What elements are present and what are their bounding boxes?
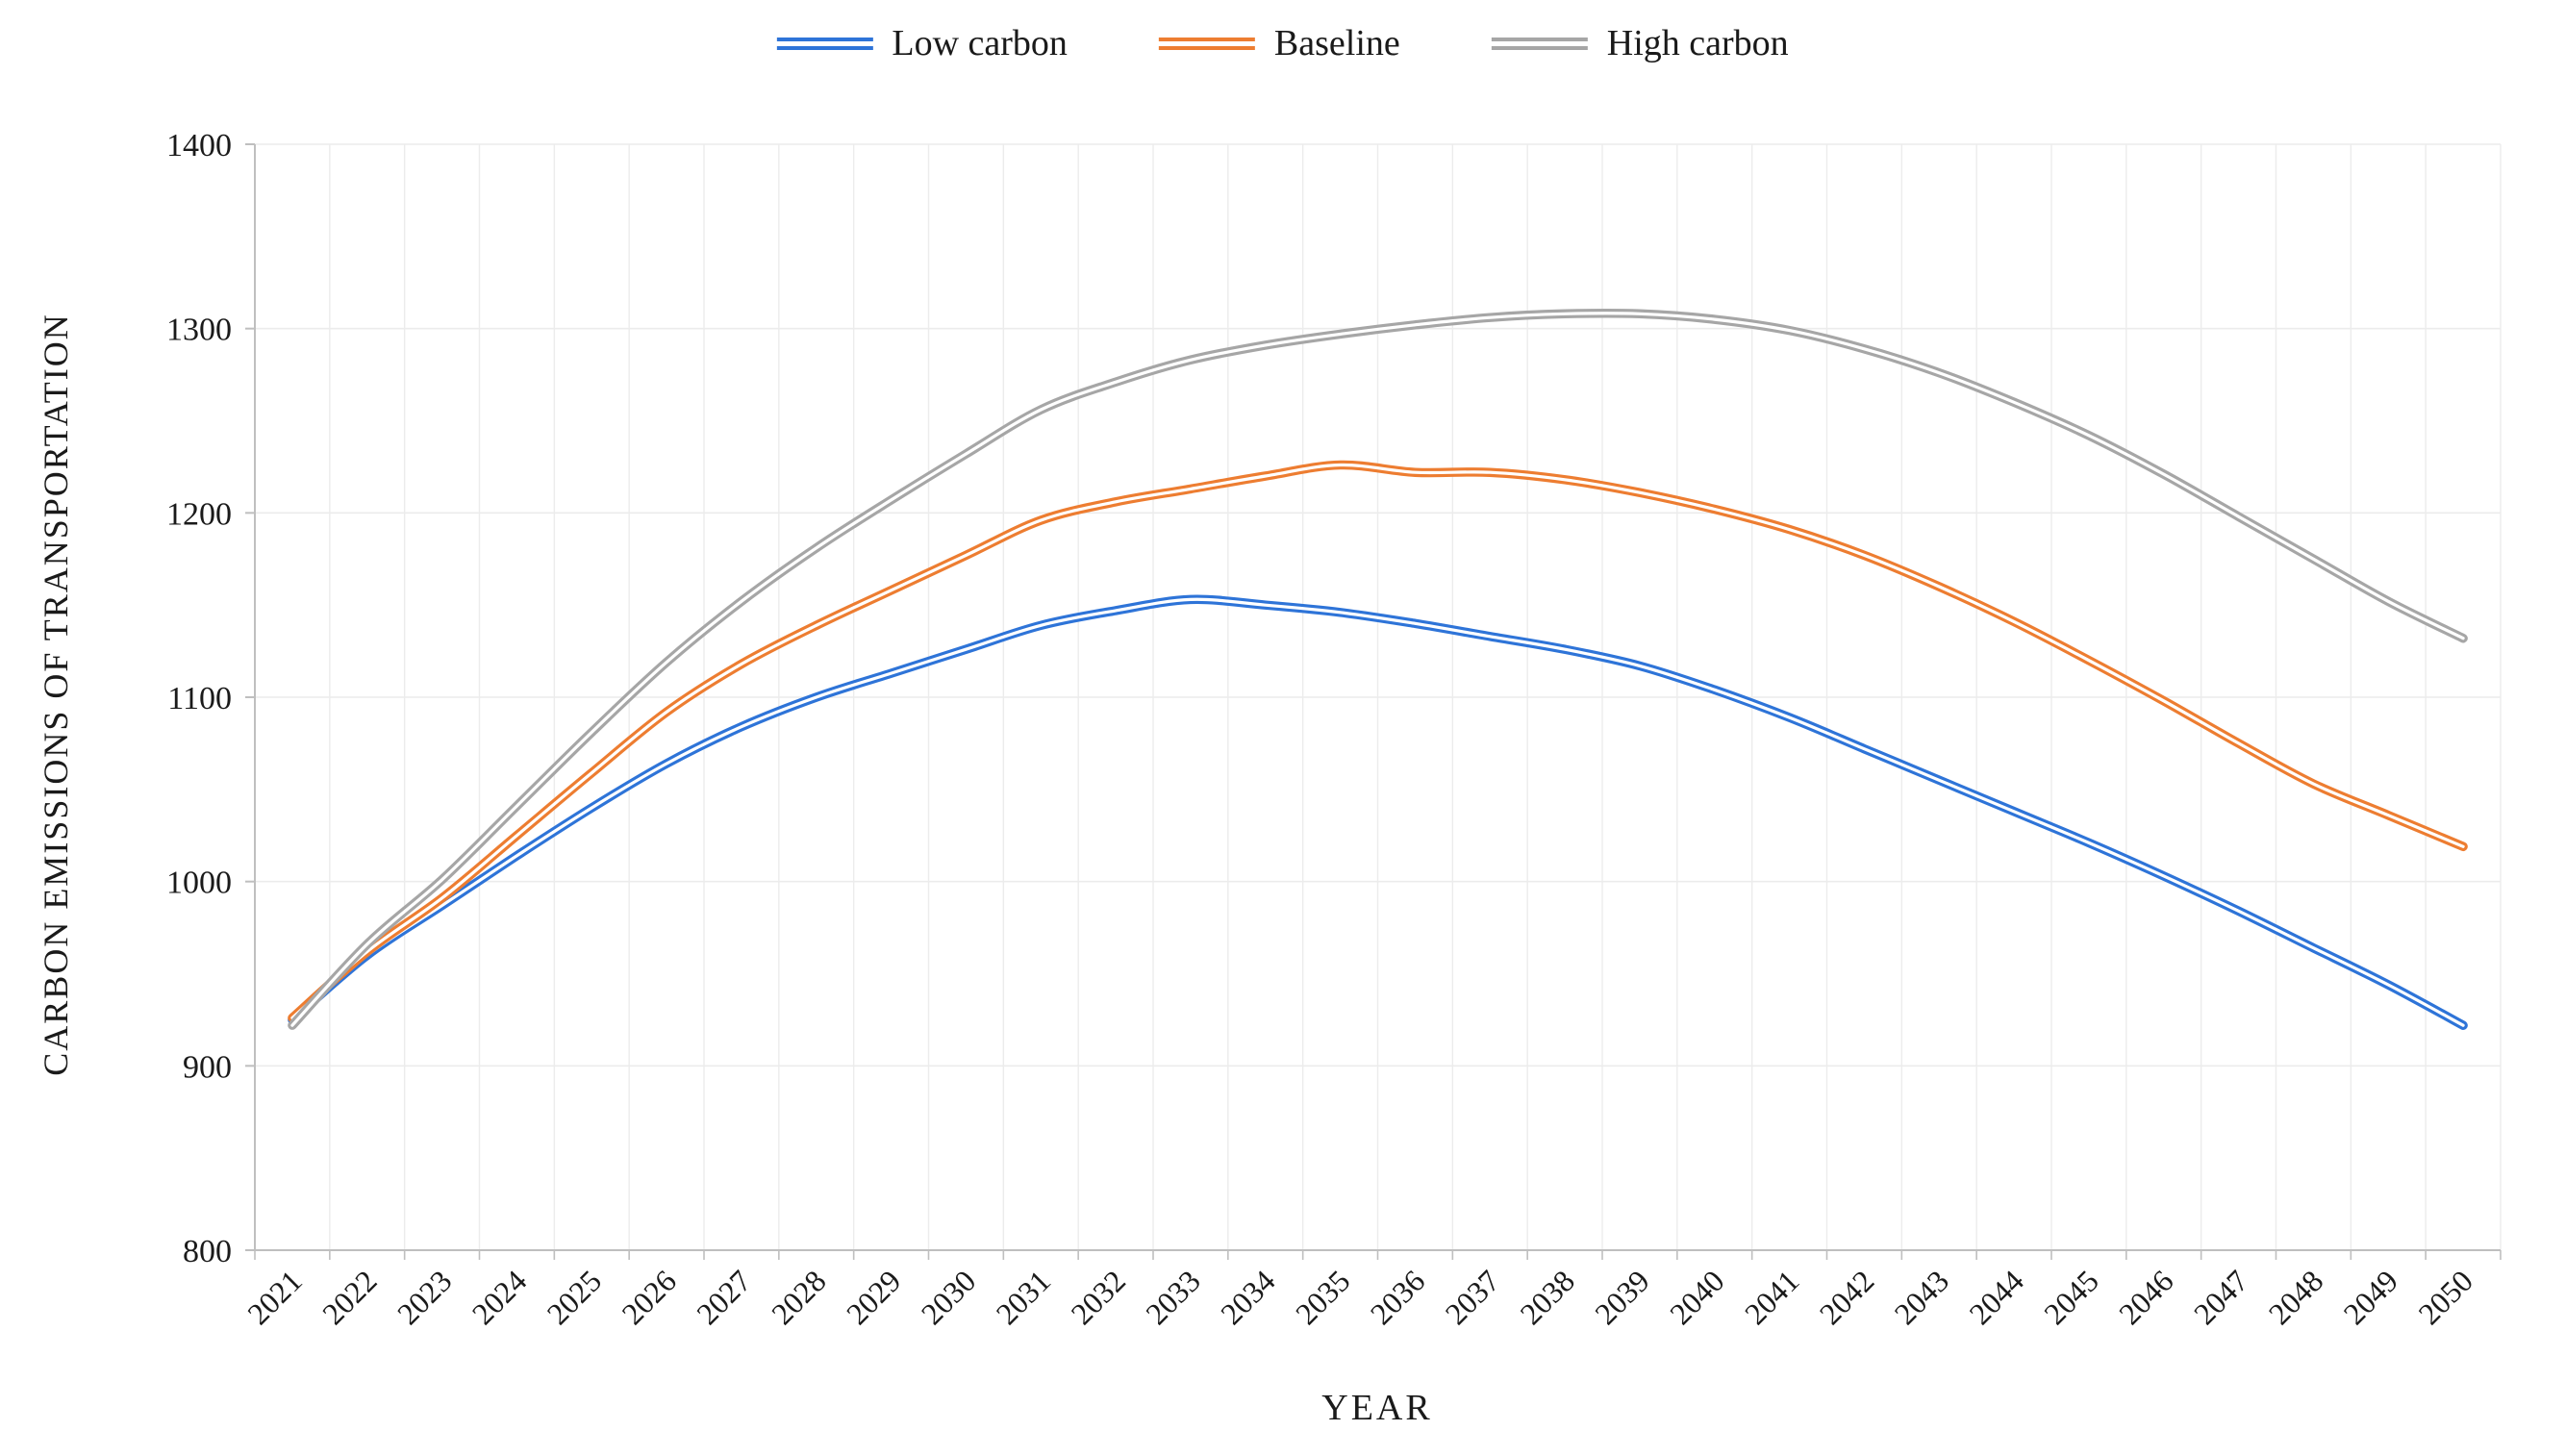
x-tick-label: 2045: [2037, 1263, 2105, 1331]
series-line-core-low-carbon: [290, 597, 2465, 1027]
x-tick-label: 2025: [540, 1263, 608, 1331]
x-tick-label: 2021: [240, 1263, 309, 1331]
x-tick-label: 2048: [2262, 1263, 2330, 1331]
x-tick-label: 2043: [1887, 1263, 1955, 1331]
x-tick-label: 2031: [989, 1263, 1057, 1331]
x-tick-label: 2029: [840, 1263, 908, 1331]
x-tick-label: 2022: [315, 1263, 384, 1331]
legend-item-baseline: Baseline: [1158, 23, 1400, 63]
x-tick-label: 2046: [2112, 1263, 2180, 1331]
legend-label-baseline: Baseline: [1273, 23, 1400, 63]
x-tick-label: 2047: [2187, 1263, 2255, 1331]
y-tick-label: 1400: [166, 128, 232, 163]
y-tick-label: 800: [183, 1234, 232, 1269]
x-tick-label: 2035: [1289, 1263, 1357, 1331]
x-tick-label: 2042: [1813, 1263, 1881, 1331]
x-tick-label: 2050: [2411, 1263, 2479, 1331]
series-line-core-baseline: [290, 463, 2465, 1020]
y-tick-label: 1000: [166, 866, 232, 901]
x-tick-label: 2023: [390, 1263, 459, 1331]
x-tick-label: 2037: [1438, 1263, 1506, 1331]
x-tick-label: 2024: [465, 1263, 534, 1331]
legend-item-high-carbon: High carbon: [1491, 23, 1789, 63]
legend-label-low-carbon: Low carbon: [892, 23, 1068, 63]
x-tick-label: 2038: [1513, 1263, 1581, 1331]
legend-label-high-carbon: High carbon: [1606, 23, 1789, 63]
x-tick-label: 2034: [1214, 1263, 1282, 1331]
x-tick-label: 2027: [690, 1263, 758, 1331]
y-tick-label: 1200: [166, 496, 232, 532]
x-tick-label: 2039: [1588, 1263, 1656, 1331]
legend-swatch-high-carbon: [1491, 37, 1588, 50]
series-line-core-high-carbon: [290, 312, 2465, 1027]
x-tick-label: 2030: [915, 1263, 983, 1331]
y-tick-label: 900: [183, 1049, 232, 1085]
x-tick-label: 2036: [1364, 1263, 1432, 1331]
x-tick-label: 2026: [615, 1263, 683, 1331]
chart-legend: Low carbon Baseline High carbon: [776, 23, 1789, 63]
x-tick-label: 2049: [2336, 1263, 2404, 1331]
x-tick-label: 2032: [1064, 1263, 1132, 1331]
legend-swatch-baseline: [1158, 37, 1255, 50]
x-tick-label: 2040: [1663, 1263, 1731, 1331]
x-axis-title: YEAR: [1321, 1388, 1433, 1428]
x-tick-label: 2033: [1139, 1263, 1207, 1331]
x-tick-label: 2028: [765, 1263, 833, 1331]
y-tick-label: 1100: [167, 681, 232, 716]
legend-swatch-low-carbon: [776, 37, 873, 50]
x-tick-label: 2044: [1962, 1263, 2030, 1331]
x-tick-label: 2041: [1738, 1263, 1806, 1331]
y-tick-label: 1300: [166, 313, 232, 348]
legend-item-low-carbon: Low carbon: [776, 25, 1068, 62]
